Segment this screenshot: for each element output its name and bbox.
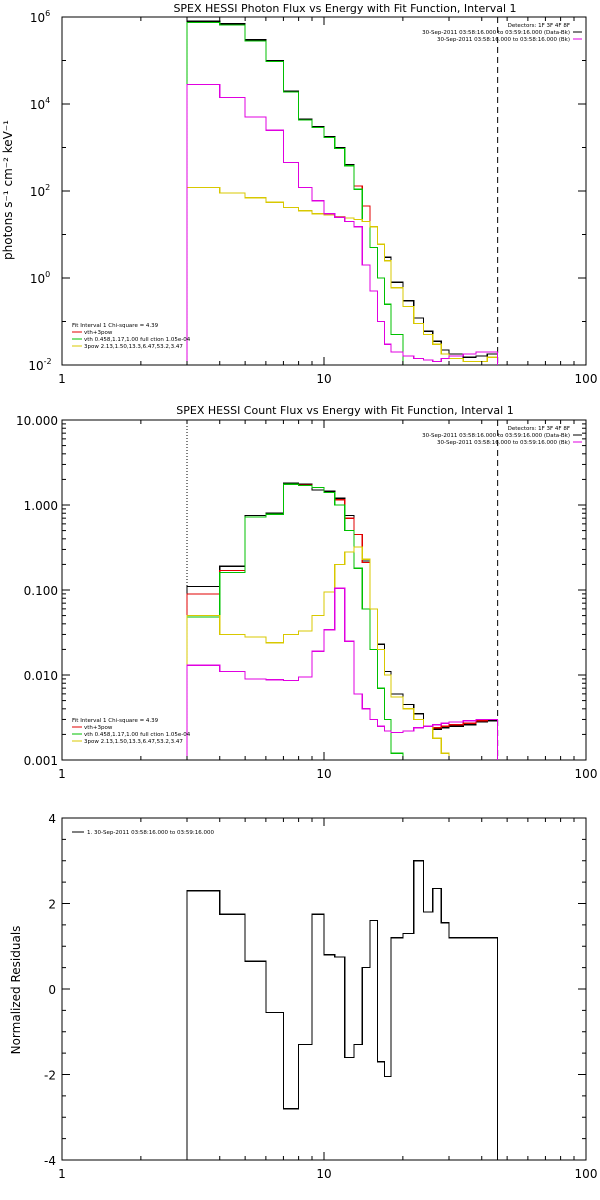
legend-top-entry: Detectors: 1F 3F 4F 8F [508, 426, 570, 432]
x-tick-label: 1 [58, 372, 66, 386]
series-line-three_pow [186, 546, 450, 760]
y-tick-label: -4 [44, 1154, 56, 1168]
y-tick-label: 0.010 [24, 669, 58, 683]
x-tick-label: 10 [316, 1167, 331, 1181]
y-tick-label: 1.000 [24, 499, 58, 513]
x-tick-label: 1 [58, 1167, 66, 1181]
legend-top-entry: 30-Sep-2011 03:58:16.000 to 03:59:16.000… [422, 30, 570, 36]
legend-bottom-entry: vth 0.458,1.17,1.00 full ction 1.05e-04 [84, 732, 191, 738]
series-line-vth [186, 21, 404, 365]
y-tick-label: -2 [44, 1069, 56, 1083]
panel-photon-flux: SPEX HESSI Photon Flux vs Energy with Fi… [1, 2, 597, 386]
series-line-bk [186, 83, 499, 365]
series-line-vth_plus_3pow [186, 483, 499, 760]
legend-top-entry: Detectors: 1F 3F 4F 8F [508, 23, 570, 29]
panel-residuals: Normalized Residuals 1 10 100 4 2 0 -2 -4 1. 3… [9, 812, 597, 1181]
x-tick-label: 100 [575, 767, 598, 781]
legend-bottom-entry: 3pow 2.13,1.50,13.3,6.47,53.2,3.47 [84, 344, 183, 350]
x-tick-label: 10 [316, 767, 331, 781]
series-line-vth [186, 483, 404, 760]
legend-bottom-entry: vth+3pow [84, 330, 113, 336]
series-line-total [186, 482, 499, 760]
series-line-three_pow [186, 187, 499, 365]
photon-chart-title: SPEX HESSI Photon Flux vs Energy with Fi… [173, 2, 516, 15]
legend-bottom-entry: 3pow 2.13,1.50,13.3,6.47,53.2,3.47 [84, 739, 183, 745]
series-line-total [186, 860, 499, 1160]
y-tick-label: 104 [30, 96, 50, 112]
x-tick-label: 100 [575, 372, 598, 386]
panel-count-flux: SPEX HESSI Count Flux vs Energy with Fit… [16, 404, 597, 781]
legend-bottom-entry: vth+3pow [84, 725, 113, 731]
y-tick-label: 106 [30, 9, 50, 25]
legend-top-entry: 30-Sep-2011 03:58:16.000 to 03:59:16.000… [437, 440, 570, 446]
y-tick-label: 0.100 [24, 584, 58, 598]
photon-y-axis-label: photons s⁻¹ cm⁻² keV⁻¹ [1, 120, 15, 260]
y-tick-label: 10-2 [28, 357, 51, 373]
legend-top-entry: 30-Sep-2011 03:58:16.000 to 03:58:16.000… [437, 37, 570, 43]
y-tick-label: 10.000 [16, 414, 58, 428]
x-tick-label: 1 [58, 767, 66, 781]
legend-bottom-entry: Fit Interval 1 Chi-square = 4.39 [72, 718, 159, 724]
y-tick-label: 0 [48, 983, 56, 997]
series-line-vth_plus_3pow [186, 21, 499, 365]
y-tick-label: 4 [48, 812, 56, 826]
legend-bottom-entry: Fit Interval 1 Chi-square = 4.39 [72, 323, 159, 329]
residuals-y-axis-label: Normalized Residuals [9, 926, 23, 1055]
y-tick-label: 2 [48, 898, 56, 912]
y-tick-label: 102 [30, 183, 50, 199]
photon-plot-frame [61, 16, 587, 366]
y-tick-label: 0.001 [24, 754, 58, 768]
count-chart-title: SPEX HESSI Count Flux vs Energy with Fit… [176, 404, 513, 417]
series-line-bk [186, 587, 499, 760]
count-plot-frame [61, 419, 587, 761]
x-tick-label: 10 [316, 372, 331, 386]
y-tick-label: 100 [30, 270, 50, 286]
legend-entry: 1. 30-Sep-2011 03:58:16.000 to 03:59:16.… [87, 830, 214, 836]
residuals-plot-frame [61, 817, 587, 1161]
x-tick-label: 100 [575, 1167, 598, 1181]
legend-top-entry: 30-Sep-2011 03:58:16.000 to 03:59:16.000… [422, 433, 570, 439]
legend-bottom-entry: vth 0.458,1.17,1.00 full ction 1.05e-04 [84, 337, 191, 343]
